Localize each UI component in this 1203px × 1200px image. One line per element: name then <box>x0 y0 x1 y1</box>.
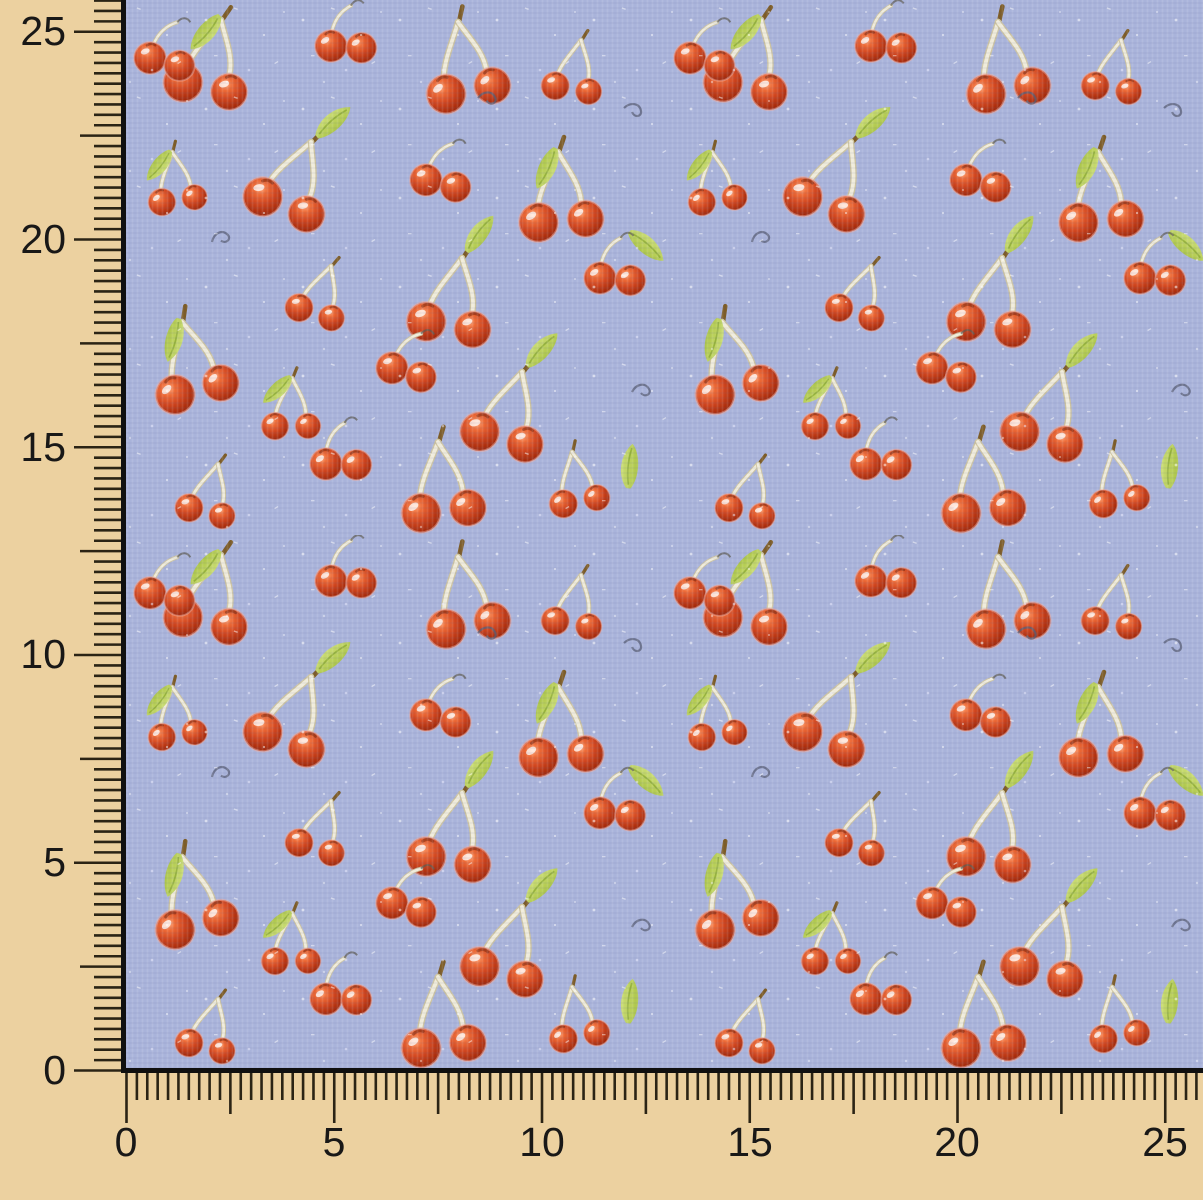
ruler-label: 20 <box>934 1119 980 1165</box>
horizontal-ruler: 0 5 10 15 20 25 <box>115 1073 1198 1165</box>
fabric-edge-bottom <box>121 1068 1203 1073</box>
ruler-label: 5 <box>323 1119 346 1165</box>
ruler-label: 10 <box>519 1119 565 1165</box>
vertical-ruler-labels: 25 20 15 10 5 0 <box>20 8 66 1093</box>
fabric-fleck-texture <box>126 0 1203 1068</box>
fabric-swatch <box>126 0 1203 1068</box>
ruler-label: 25 <box>1142 1119 1188 1165</box>
ruler-label: 25 <box>20 8 66 54</box>
ruler-label: 0 <box>115 1119 138 1165</box>
ruler-label: 0 <box>43 1047 66 1093</box>
vertical-ruler: 25 20 15 10 5 0 <box>20 0 121 1093</box>
horizontal-ruler-ticks <box>125 1073 1198 1123</box>
ruler-label: 5 <box>43 839 66 885</box>
ruler-label: 15 <box>20 424 66 470</box>
horizontal-ruler-labels: 0 5 10 15 20 25 <box>115 1119 1188 1165</box>
ruler-label: 15 <box>727 1119 773 1165</box>
ruler-label: 20 <box>20 216 66 262</box>
ruler-label: 10 <box>20 631 66 677</box>
fabric-edge-left <box>121 0 126 1073</box>
vertical-ruler-ticks <box>74 0 121 1072</box>
